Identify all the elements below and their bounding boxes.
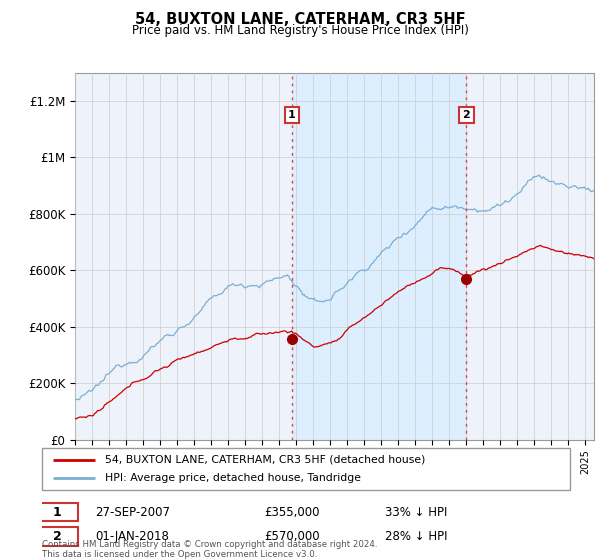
Text: 1: 1 bbox=[53, 506, 62, 519]
Text: 1: 1 bbox=[288, 110, 296, 120]
Text: 2: 2 bbox=[53, 530, 62, 543]
Text: 2: 2 bbox=[463, 110, 470, 120]
Text: 33% ↓ HPI: 33% ↓ HPI bbox=[385, 506, 448, 519]
Text: 27-SEP-2007: 27-SEP-2007 bbox=[95, 506, 170, 519]
Text: 28% ↓ HPI: 28% ↓ HPI bbox=[385, 530, 448, 543]
Text: £570,000: £570,000 bbox=[264, 530, 319, 543]
FancyBboxPatch shape bbox=[42, 448, 570, 490]
FancyBboxPatch shape bbox=[37, 503, 78, 521]
Text: HPI: Average price, detached house, Tandridge: HPI: Average price, detached house, Tand… bbox=[106, 473, 361, 483]
FancyBboxPatch shape bbox=[37, 528, 78, 545]
Text: 54, BUXTON LANE, CATERHAM, CR3 5HF: 54, BUXTON LANE, CATERHAM, CR3 5HF bbox=[134, 12, 466, 27]
Text: £355,000: £355,000 bbox=[264, 506, 319, 519]
Text: Price paid vs. HM Land Registry's House Price Index (HPI): Price paid vs. HM Land Registry's House … bbox=[131, 24, 469, 36]
Text: Contains HM Land Registry data © Crown copyright and database right 2024.
This d: Contains HM Land Registry data © Crown c… bbox=[42, 540, 377, 559]
Text: 54, BUXTON LANE, CATERHAM, CR3 5HF (detached house): 54, BUXTON LANE, CATERHAM, CR3 5HF (deta… bbox=[106, 455, 426, 465]
Bar bbox=[292, 73, 466, 440]
Text: 01-JAN-2018: 01-JAN-2018 bbox=[95, 530, 169, 543]
